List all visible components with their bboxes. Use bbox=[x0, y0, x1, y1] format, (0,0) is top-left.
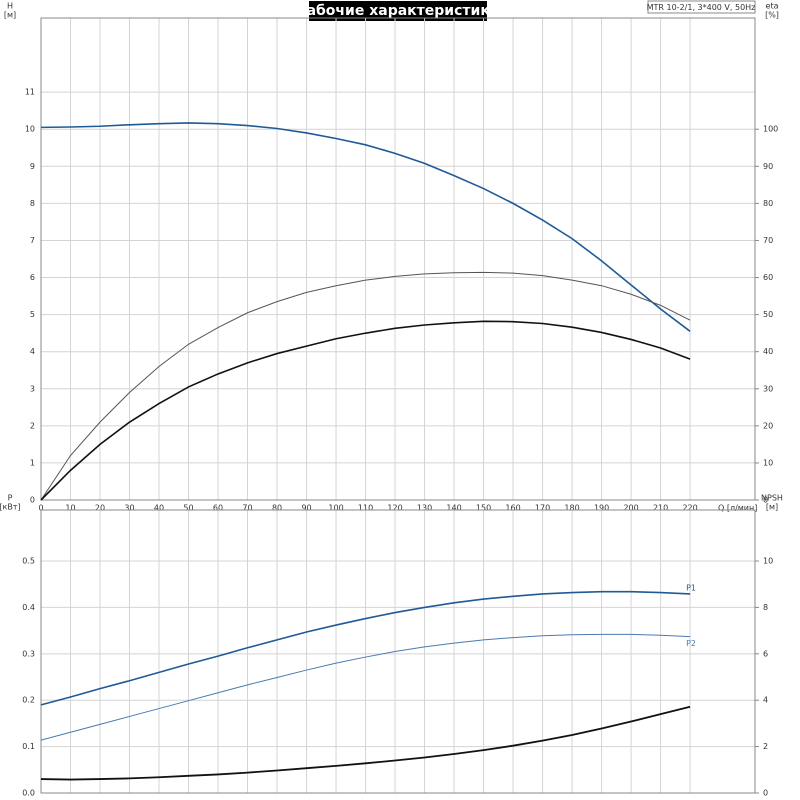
y-axis-label: H bbox=[7, 2, 13, 11]
x-tick-label: 150 bbox=[476, 504, 491, 513]
y2-tick-label: 20 bbox=[763, 421, 773, 430]
x-tick-label: 160 bbox=[505, 504, 520, 513]
y-tick-label: 10 bbox=[25, 125, 35, 134]
x-tick-label: 80 bbox=[272, 504, 282, 513]
series-label: P1 bbox=[686, 583, 696, 592]
y-tick-label: 7 bbox=[30, 236, 35, 245]
plot-frame bbox=[40, 17, 756, 501]
y-tick-label: 0.4 bbox=[22, 603, 35, 612]
y-tick-label: 2 bbox=[30, 421, 35, 430]
x-tick-label: 110 bbox=[358, 504, 373, 513]
y-tick-label: 9 bbox=[30, 162, 35, 171]
y2-tick-label: 70 bbox=[763, 236, 773, 245]
y-tick-label: 0.3 bbox=[22, 649, 35, 658]
series-line bbox=[40, 122, 691, 332]
y-tick-label: 11 bbox=[25, 88, 35, 97]
y-tick-label: 3 bbox=[30, 384, 35, 393]
y2-tick-label: 60 bbox=[763, 273, 773, 282]
x-tick-label: 130 bbox=[417, 504, 432, 513]
y2-tick-label: 0 bbox=[763, 496, 768, 505]
y2-tick-label: 6 bbox=[763, 649, 768, 658]
x-tick-label: 120 bbox=[387, 504, 402, 513]
y-tick-label: 4 bbox=[30, 347, 35, 356]
y2-tick-label: 8 bbox=[763, 603, 768, 612]
y-tick-label: 5 bbox=[30, 310, 35, 319]
model-label: MTR 10-2/1, 3*400 V, 50Hz bbox=[647, 3, 756, 12]
y2-axis-label: eta bbox=[766, 2, 779, 11]
x-tick-label: 70 bbox=[242, 504, 252, 513]
x-axis-label: Q [л/мин] bbox=[718, 504, 757, 513]
series-line bbox=[40, 705, 691, 781]
model-box bbox=[647, 0, 756, 14]
x-tick-label: 100 bbox=[328, 504, 343, 513]
series-line bbox=[40, 590, 691, 706]
x-tick-label: 10 bbox=[65, 504, 75, 513]
y2-tick-label: 90 bbox=[763, 162, 773, 171]
y-axis-unit: [кВт] bbox=[0, 503, 21, 512]
y2-tick-label: 30 bbox=[763, 384, 773, 393]
x-tick-label: 50 bbox=[183, 504, 193, 513]
x-tick-label: 210 bbox=[653, 504, 668, 513]
y2-tick-label: 0 bbox=[763, 789, 768, 798]
y2-tick-label: 10 bbox=[763, 557, 773, 566]
x-tick-label: 220 bbox=[682, 504, 697, 513]
x-tick-label: 200 bbox=[623, 504, 638, 513]
y-axis-unit: [м] bbox=[4, 11, 16, 20]
x-tick-label: 40 bbox=[154, 504, 164, 513]
y2-tick-label: 2 bbox=[763, 742, 768, 751]
series-line bbox=[40, 320, 691, 501]
y-tick-label: 0.2 bbox=[22, 696, 35, 705]
y-tick-label: 1 bbox=[30, 458, 35, 467]
y2-axis-label: NPSH bbox=[761, 494, 783, 503]
y2-tick-label: 10 bbox=[763, 458, 773, 467]
y2-axis-unit: [%] bbox=[765, 11, 779, 20]
y-axis-label: P bbox=[8, 494, 13, 503]
x-tick-label: 20 bbox=[95, 504, 105, 513]
x-tick-label: 90 bbox=[301, 504, 311, 513]
y-tick-label: 6 bbox=[30, 273, 35, 282]
x-tick-label: 140 bbox=[446, 504, 461, 513]
y-tick-label: 0 bbox=[30, 496, 35, 505]
y-tick-label: 8 bbox=[30, 199, 35, 208]
y2-tick-label: 50 bbox=[763, 310, 773, 319]
y2-tick-label: 4 bbox=[763, 696, 768, 705]
x-tick-label: 180 bbox=[564, 504, 579, 513]
y-tick-label: 0.1 bbox=[22, 742, 35, 751]
x-tick-label: 0 bbox=[38, 504, 43, 513]
x-tick-label: 190 bbox=[594, 504, 609, 513]
series-label: P2 bbox=[686, 639, 696, 648]
y-tick-label: 0.0 bbox=[22, 789, 35, 798]
title-box bbox=[309, 1, 487, 21]
chart-title: Рабочие характеристики bbox=[296, 3, 499, 19]
series-line bbox=[40, 633, 691, 741]
y2-tick-label: 80 bbox=[763, 199, 773, 208]
y2-tick-label: 100 bbox=[763, 125, 778, 134]
plot-frame bbox=[40, 509, 756, 794]
x-tick-label: 30 bbox=[124, 504, 134, 513]
x-tick-label: 60 bbox=[213, 504, 223, 513]
y-tick-label: 0.5 bbox=[22, 557, 35, 566]
x-tick-label: 170 bbox=[535, 504, 550, 513]
y2-tick-label: 40 bbox=[763, 347, 773, 356]
series-line bbox=[40, 271, 691, 501]
y2-axis-unit: [м] bbox=[766, 503, 778, 512]
